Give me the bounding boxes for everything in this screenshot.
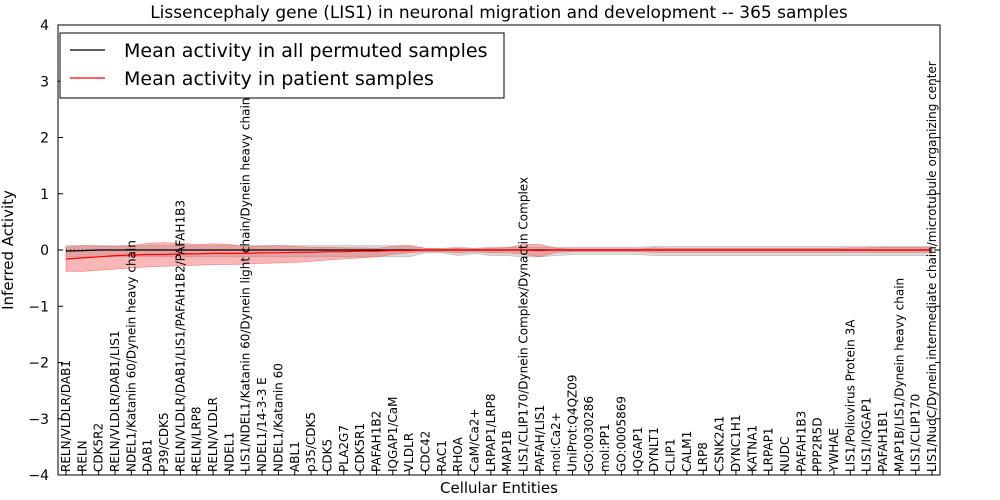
x-tick-label: UniProt:Q4QZ09	[566, 374, 580, 472]
chart-title: Lissencephaly gene (LIS1) in neuronal mi…	[150, 3, 848, 23]
x-tick-label: CDK5R2	[92, 423, 106, 472]
x-tick-label: RELN/VLDLR/DAB1/LIS1/PAFAH1B2/PAFAH1B3	[173, 200, 187, 472]
x-tick-label: LRPAP1	[762, 427, 776, 472]
x-tick-label: IQGAP1	[631, 427, 645, 472]
x-tick-label: LRPAP1/LRP8	[484, 393, 498, 472]
series-lines	[58, 249, 940, 260]
y-tick-label: −2	[28, 356, 49, 372]
x-tick-label: CSNK2A1	[713, 416, 727, 472]
x-tick-label: CDK5R1	[353, 423, 367, 472]
y-tick-label: 0	[40, 243, 49, 259]
x-axis-label: Cellular Entities	[440, 479, 558, 497]
x-tick-label: P39/CDK5	[157, 412, 171, 472]
x-tick-label: NDEL1/14-3-3 E	[255, 377, 269, 472]
y-tick-label: 2	[40, 131, 49, 147]
x-tick-label: DAB1	[141, 439, 155, 472]
legend: Mean activity in all permuted samples Me…	[59, 32, 505, 99]
x-tick-label: NDEL1/Katanin 60	[271, 363, 285, 472]
x-tick-label: GO:0005869	[615, 396, 629, 472]
legend-label-patient: Mean activity in patient samples	[124, 68, 434, 90]
y-tick-label: −3	[28, 412, 49, 428]
x-tick-label: KATNA1	[745, 425, 759, 472]
x-tick-label: LIS1/Poliovirus Protein 3A	[843, 319, 857, 472]
x-tick-label: RELN	[75, 440, 89, 472]
x-tick-label: RELN/VLDLR/DAB1/LIS1	[108, 331, 122, 472]
x-tick-label: p35/CDK5	[304, 412, 318, 472]
patient-mean-line	[65, 249, 932, 260]
x-tick-label: GO:0030286	[582, 396, 596, 472]
x-tick-label: VLDLR	[402, 433, 416, 472]
legend-label-permuted: Mean activity in all permuted samples	[124, 40, 487, 62]
y-tick-label: 4	[40, 18, 49, 34]
x-tick-label: PLA2G7	[337, 425, 351, 472]
x-tick-label: LIS1/NDEL1/Katanin 60/Dynein light chain…	[239, 98, 253, 472]
x-tick-label: LIS1/CLIP170/Dynein Complex/Dynactin Com…	[517, 177, 531, 472]
x-tick-label: CDC42	[419, 431, 433, 472]
y-tick-label: 1	[40, 187, 49, 203]
x-tick-label: RELN/VLDLR/DAB1	[59, 360, 73, 472]
x-tick-label: mol:Ca2+	[549, 412, 563, 472]
y-tick-label: 3	[40, 74, 49, 90]
x-tick-label: YWHAE	[827, 428, 841, 473]
plot-frame	[57, 24, 941, 476]
legend-box	[59, 32, 505, 99]
x-tick-label: PAFAH/LIS1	[533, 405, 547, 472]
x-tick-label: DYNLT1	[647, 427, 661, 472]
x-tick-label: NDEL1	[222, 432, 236, 472]
x-tick-label: DYNC1H1	[729, 414, 743, 472]
x-tick-label: LIS1/IQGAP1	[860, 397, 874, 472]
x-ticks: RELN/VLDLR/DAB1 RELN CDK5R2 RELN/VLDLR/DAB1…	[59, 61, 939, 475]
x-tick-label: MAP1B/LIS1/Dynein heavy chain	[892, 278, 906, 472]
y-tick-label: −4	[28, 468, 49, 484]
x-tick-label: LRP8	[696, 442, 710, 472]
x-tick-label: PAFAH1B1	[876, 411, 890, 472]
x-tick-label: CaM/Ca2+	[468, 408, 482, 472]
x-tick-label: RELN/LRP8	[190, 406, 204, 472]
x-tick-label: CLIP1	[664, 439, 678, 472]
x-tick-label: ABL1	[288, 441, 302, 472]
x-tick-label: RHOA	[451, 436, 465, 472]
x-tick-label: LIS1/CLIP170	[909, 394, 923, 472]
x-tick-label: PPP2R5D	[811, 417, 825, 472]
x-tick-label: RAC1	[435, 440, 449, 472]
x-tick-label: MAP1B	[500, 430, 514, 472]
x-tick-label: RELN/VLDLR	[206, 397, 220, 472]
y-tick-label: −1	[28, 299, 49, 315]
x-tick-label: IQGAP1/CaM	[386, 397, 400, 473]
x-tick-label: CDK5	[320, 439, 334, 472]
x-tick-label: mol:PP1	[598, 423, 612, 472]
y-axis-label: Inferred Activity	[0, 190, 17, 310]
x-tick-label: NDEL1/Katanin 60/Dynein heavy chain	[124, 240, 138, 472]
x-tick-label: PAFAH1B3	[794, 411, 808, 472]
x-tick-label: LIS1/NudC/Dynein intermediate chain/micr…	[925, 61, 939, 472]
x-tick-label: CALM1	[680, 431, 694, 472]
x-tick-label: NUDC	[778, 437, 792, 472]
x-tick-label: PAFAH1B2	[370, 411, 384, 472]
